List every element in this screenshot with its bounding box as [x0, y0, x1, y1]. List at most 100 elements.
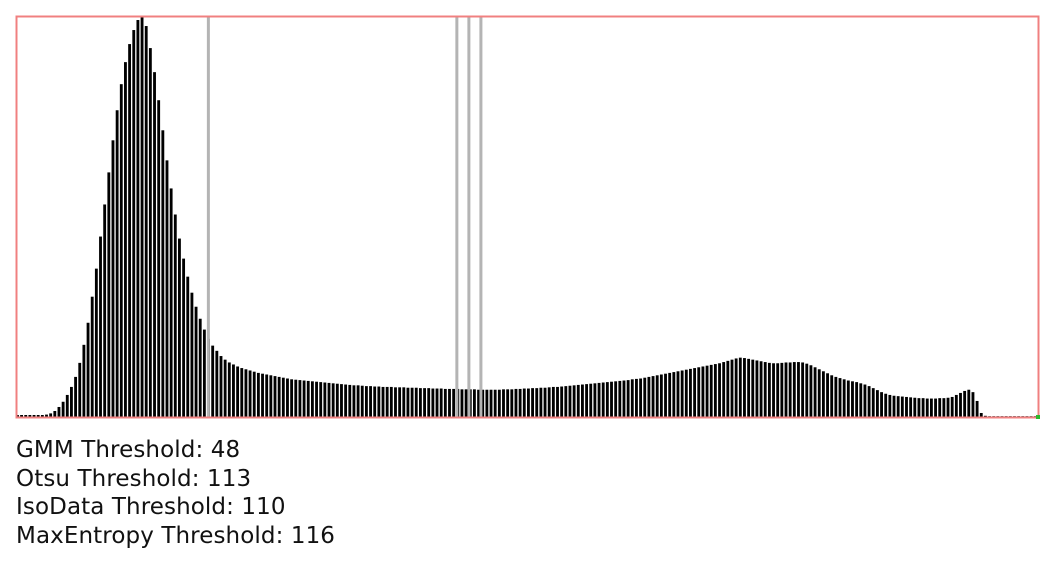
threshold-readout: GMM Threshold: 48 Otsu Threshold: 113 Is… — [16, 436, 335, 550]
histogram-bar — [165, 160, 169, 418]
histogram-bar — [672, 372, 676, 417]
histogram-bar — [792, 362, 796, 417]
histogram-bar — [24, 415, 28, 417]
histogram-bar — [132, 30, 136, 417]
histogram-bar — [909, 397, 913, 417]
histogram-bar — [851, 381, 854, 417]
histogram-bar — [680, 370, 684, 417]
histogram-bar — [414, 387, 418, 417]
histogram-bar — [622, 380, 626, 417]
histogram-bar — [173, 214, 177, 417]
histogram-bar — [190, 292, 194, 417]
histogram-bar — [830, 375, 834, 417]
histogram-bar — [286, 378, 289, 417]
histogram-bar — [539, 387, 543, 417]
histogram-bar — [402, 387, 406, 417]
histogram-bar — [219, 356, 223, 417]
histogram-bar — [281, 377, 285, 417]
histogram-bar — [921, 398, 925, 417]
histogram-bar — [148, 48, 152, 417]
histogram-bar — [115, 110, 119, 418]
histogram-bar — [689, 368, 692, 417]
histogram-bar — [385, 386, 389, 417]
histogram-bar — [817, 369, 821, 417]
histogram-bar — [269, 375, 273, 417]
histogram-bar — [502, 389, 505, 417]
histogram-bar — [28, 415, 32, 417]
histogram-bar — [784, 362, 788, 417]
histogram-bar — [265, 374, 269, 417]
isodata-threshold-text: IsoData Threshold: 110 — [16, 494, 286, 520]
histogram-bar — [884, 393, 888, 417]
histogram-bar — [659, 374, 663, 417]
histogram-bar — [497, 389, 501, 417]
histogram-bar — [713, 364, 717, 417]
histogram-bar — [805, 363, 809, 417]
histogram-bar — [967, 389, 971, 417]
histogram-bar — [647, 376, 651, 417]
histogram-bar — [86, 322, 90, 417]
histogram-bar — [103, 204, 107, 417]
histogram-bar — [684, 369, 688, 417]
histogram-bar — [477, 389, 480, 417]
histogram-bar — [514, 388, 518, 417]
histogram-bar — [651, 376, 655, 417]
histogram-bar — [610, 381, 613, 417]
histogram-bar — [319, 382, 323, 417]
histogram-bar — [294, 379, 298, 417]
histogram-bar — [950, 396, 954, 417]
histogram-bar — [842, 379, 846, 417]
histogram-bar — [643, 377, 647, 417]
histogram-bar — [481, 389, 485, 417]
histogram-bar — [194, 306, 198, 418]
histogram-bar — [506, 389, 510, 417]
histogram-bar — [639, 378, 643, 417]
histogram-bar — [493, 389, 497, 417]
histogram-bar — [821, 371, 825, 417]
histogram-bar — [178, 238, 181, 417]
histogram-bar — [485, 389, 489, 417]
histogram-bar — [306, 380, 310, 417]
histogram-bar — [867, 386, 871, 417]
histogram-bar — [211, 345, 215, 417]
histogram-bar — [472, 389, 476, 417]
histogram-bar — [809, 365, 813, 417]
histogram-bar — [551, 386, 555, 417]
histogram-bar — [202, 329, 206, 417]
histogram-bar — [510, 389, 514, 417]
histogram-bar — [942, 398, 946, 417]
histogram-bar — [90, 296, 94, 417]
histogram-bar — [813, 367, 817, 417]
histogram-bar — [256, 372, 260, 417]
histogram-bar — [934, 398, 937, 417]
histogram-bar — [410, 387, 414, 417]
histogram-bar — [589, 383, 593, 417]
histogram-bar — [94, 268, 98, 417]
histogram-bar — [136, 20, 140, 417]
histogram-bar — [763, 362, 767, 417]
histogram-bars — [16, 16, 1037, 418]
histogram-bar — [335, 383, 339, 417]
histogram-bar — [797, 362, 800, 417]
histogram-bar — [65, 394, 69, 417]
histogram-bar — [900, 396, 904, 417]
histogram-bar — [929, 398, 933, 417]
histogram-bar — [693, 368, 697, 417]
histogram-bar — [427, 388, 431, 417]
histogram-bar — [880, 392, 883, 417]
histogram-bar — [310, 381, 314, 417]
histogram-bar — [377, 386, 381, 417]
histogram-bar — [452, 388, 456, 417]
maxentropy-threshold-text: MaxEntropy Threshold: 116 — [16, 522, 336, 549]
histogram-chart — [15, 15, 1040, 419]
histogram-bar — [875, 390, 879, 417]
histogram-bar — [161, 130, 165, 418]
histogram-bar — [111, 140, 115, 417]
histogram-bar — [581, 384, 584, 417]
histogram-bar — [418, 388, 422, 417]
histogram-bar — [20, 415, 23, 417]
histogram-bar — [360, 385, 364, 417]
histogram-bar — [983, 415, 987, 417]
histogram-bar — [730, 359, 734, 417]
histogram-bar — [340, 384, 343, 417]
